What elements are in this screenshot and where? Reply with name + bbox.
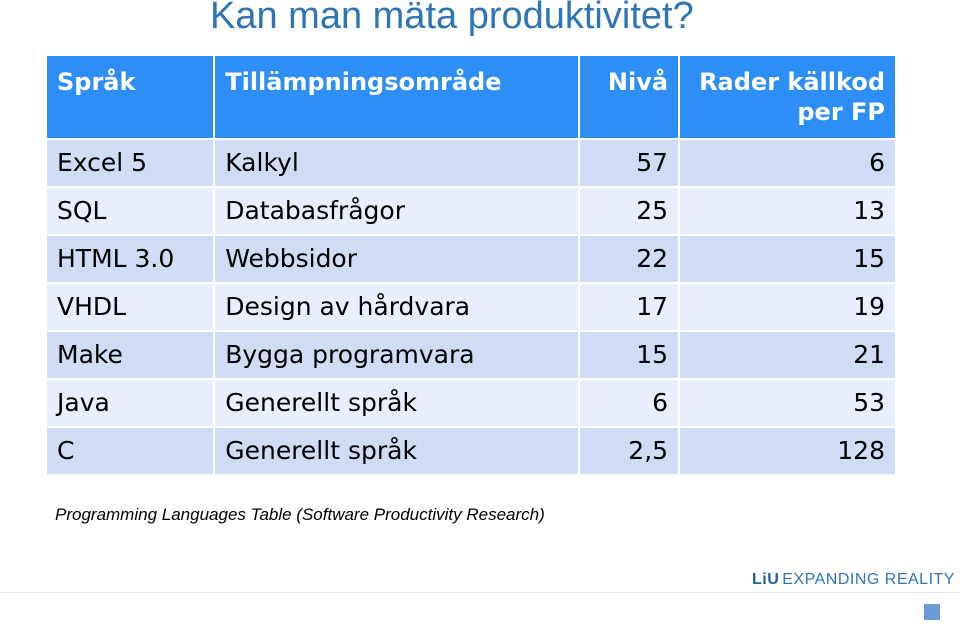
cell-lines: 53 xyxy=(678,378,897,428)
cell-language: HTML 3.0 xyxy=(44,234,216,284)
header-area: Tillämpningsområde xyxy=(213,54,581,140)
slide-title: Kan man mäta produktivitet? xyxy=(210,0,694,37)
cell-level: 15 xyxy=(578,330,681,380)
header-lines-line2: per FP xyxy=(797,98,885,126)
cell-level: 2,5 xyxy=(578,426,681,476)
cell-lines: 21 xyxy=(678,330,897,380)
header-language: Språk xyxy=(44,54,216,140)
cell-language: Excel 5 xyxy=(44,138,216,188)
cell-level: 25 xyxy=(578,186,681,236)
source-footnote: Programming Languages Table (Software Pr… xyxy=(55,505,545,524)
table-row: VHDL Design av hårdvara 17 19 xyxy=(44,282,897,332)
footer-divider xyxy=(0,592,960,593)
table-row: HTML 3.0 Webbsidor 22 15 xyxy=(44,234,897,284)
header-lines: Rader källkod per FP xyxy=(678,54,897,140)
table-row: SQL Databasfrågor 25 13 xyxy=(44,186,897,236)
cell-area: Databasfrågor xyxy=(213,186,581,236)
table-header-row: Språk Tillämpningsområde Nivå Rader käll… xyxy=(44,54,897,140)
cell-level: 17 xyxy=(578,282,681,332)
cell-lines: 19 xyxy=(678,282,897,332)
cell-language: SQL xyxy=(44,186,216,236)
cell-language: C xyxy=(44,426,216,476)
cell-level: 22 xyxy=(578,234,681,284)
brand-tagline: EXPANDING REALITY xyxy=(782,571,955,588)
cell-area: Generellt språk xyxy=(213,426,581,476)
cell-lines: 6 xyxy=(678,138,897,188)
cell-language: VHDL xyxy=(44,282,216,332)
cell-area: Design av hårdvara xyxy=(213,282,581,332)
cell-area: Generellt språk xyxy=(213,378,581,428)
liu-brand-logo: LiU EXPANDING REALITY xyxy=(752,571,955,589)
table-row: Excel 5 Kalkyl 57 6 xyxy=(44,138,897,188)
languages-table: Språk Tillämpningsområde Nivå Rader käll… xyxy=(44,54,897,476)
cell-lines: 15 xyxy=(678,234,897,284)
cell-level: 6 xyxy=(578,378,681,428)
table-row: C Generellt språk 2,5 128 xyxy=(44,426,897,476)
cell-language: Java xyxy=(44,378,216,428)
cell-language: Make xyxy=(44,330,216,380)
cell-area: Bygga programvara xyxy=(213,330,581,380)
table-row: Java Generellt språk 6 53 xyxy=(44,378,897,428)
cell-area: Webbsidor xyxy=(213,234,581,284)
header-level: Nivå xyxy=(578,54,681,140)
header-lines-line1: Rader källkod xyxy=(699,68,885,96)
cell-lines: 128 xyxy=(678,426,897,476)
cell-lines: 13 xyxy=(678,186,897,236)
table-row: Make Bygga programvara 15 21 xyxy=(44,330,897,380)
liu-logo-text: LiU xyxy=(752,571,780,588)
corner-square-decoration xyxy=(924,604,940,620)
cell-area: Kalkyl xyxy=(213,138,581,188)
cell-level: 57 xyxy=(578,138,681,188)
